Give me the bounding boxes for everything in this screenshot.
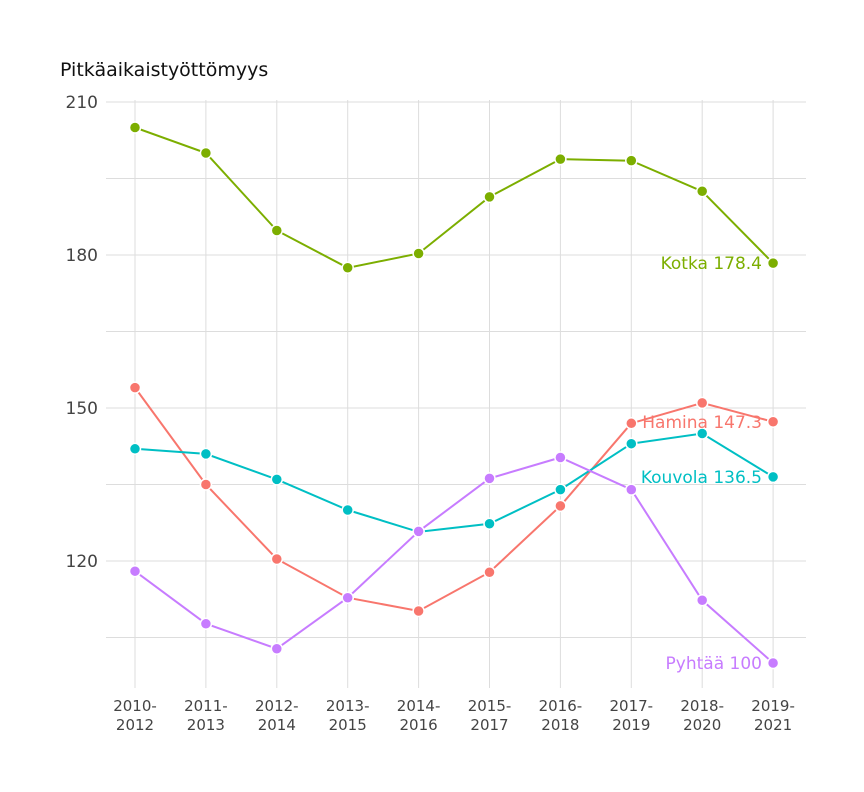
data-point <box>199 478 213 491</box>
data-point <box>695 427 709 440</box>
data-point <box>341 261 354 274</box>
series-pyhtää <box>128 451 780 670</box>
data-point <box>199 447 213 461</box>
x-axis-ticks: 2010-2012 2011-2013 2012-2014 2013-2015 2014… <box>113 697 795 734</box>
data-point <box>695 594 709 607</box>
data-point <box>766 256 780 270</box>
x-tick-label: 2015-2017 <box>468 697 512 734</box>
data-point <box>766 470 780 484</box>
y-tick-label: 210 <box>66 93 98 113</box>
x-tick-label: 2011-2013 <box>184 697 228 734</box>
x-tick-label: 2013-2015 <box>326 697 370 734</box>
series-line <box>134 432 774 533</box>
series-line <box>134 126 774 269</box>
series-kouvola <box>128 427 780 539</box>
data-point <box>554 152 567 166</box>
data-point <box>128 564 142 578</box>
data-point <box>625 437 638 450</box>
series-line <box>134 456 774 664</box>
data-point <box>341 503 354 517</box>
data-point <box>625 154 638 167</box>
data-point <box>766 656 780 670</box>
data-point <box>270 224 284 237</box>
data-point <box>483 190 496 204</box>
y-tick-label: 180 <box>66 246 98 266</box>
y-axis-ticks: 120 150 180 210 <box>66 93 98 572</box>
data-point <box>695 396 709 410</box>
x-tick-label: 2017-2019 <box>610 697 654 734</box>
end-labels: Kotka 178.4 Hamina 147.3 Kouvola 136.5 Pyht… <box>641 254 762 674</box>
data-point <box>270 552 284 566</box>
series-kotka <box>128 121 780 274</box>
end-label: Hamina 147.3 <box>642 413 762 433</box>
data-point <box>625 417 638 430</box>
data-point <box>412 604 425 618</box>
series-line <box>134 387 774 613</box>
data-point <box>412 247 425 260</box>
data-point <box>270 473 284 486</box>
chart-title: Pitkäaikaistyöttömyys <box>60 59 268 81</box>
data-point <box>554 483 567 496</box>
data-point <box>483 517 496 531</box>
x-tick-label: 2014-2016 <box>397 697 441 734</box>
end-label: Kotka 178.4 <box>661 254 762 274</box>
data-point <box>270 642 284 655</box>
data-point <box>554 451 567 464</box>
data-point <box>128 381 142 394</box>
x-tick-label: 2010-2012 <box>113 697 157 734</box>
data-point <box>199 617 213 630</box>
data-point <box>341 591 354 604</box>
y-tick-label: 120 <box>66 552 98 572</box>
data-point <box>199 146 213 160</box>
end-label: Kouvola 136.5 <box>641 468 762 488</box>
data-point <box>128 121 142 134</box>
data-point <box>483 472 496 485</box>
series-group <box>128 121 780 670</box>
data-point <box>766 415 780 429</box>
data-point <box>554 499 567 513</box>
data-point <box>412 525 425 538</box>
data-point <box>625 483 638 496</box>
x-tick-label: 2019-2021 <box>751 697 795 734</box>
x-tick-label: 2016-2018 <box>539 697 583 734</box>
end-label: Pyhtää 100 <box>666 654 762 674</box>
x-tick-label: 2018-2020 <box>680 697 724 734</box>
x-tick-label: 2012-2014 <box>255 697 299 734</box>
data-point <box>483 565 496 579</box>
y-tick-label: 150 <box>66 399 98 419</box>
data-point <box>695 185 709 198</box>
data-point <box>128 442 142 456</box>
